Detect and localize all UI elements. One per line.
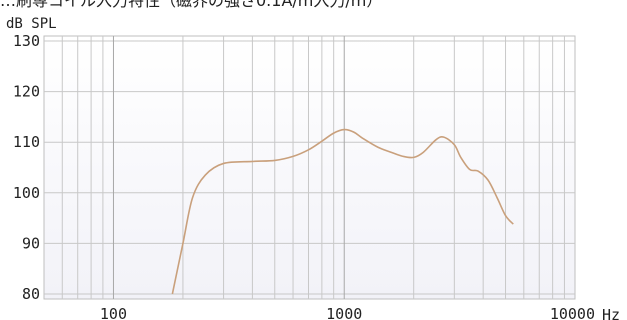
chart-title: …刷専コイル入力特性（磁界の強さ0.1A/m入力/m）	[0, 0, 382, 10]
y-tick-label: 100	[13, 184, 40, 202]
y-tick-label: 120	[13, 83, 40, 101]
x-tick-labels: 100 1000 10000	[100, 305, 595, 320]
x-tick-label: 1000	[326, 305, 362, 320]
y-tick-label: 130	[13, 32, 40, 50]
y-tick-label: 90	[22, 234, 40, 252]
series-line	[171, 128, 514, 295]
series-group	[171, 128, 514, 295]
y-axis-label: dB SPL	[6, 16, 57, 32]
x-tick-label: 10000	[550, 305, 595, 320]
x-axis-unit: Hz	[602, 306, 620, 320]
x-tick-label: 100	[100, 305, 127, 320]
y-tick-label: 110	[13, 133, 40, 151]
plot-area	[43, 35, 576, 300]
y-tick-labels: 80 90 100 110 120 130	[13, 32, 40, 303]
grid-lines	[44, 36, 575, 299]
y-tick-label: 80	[22, 285, 40, 303]
